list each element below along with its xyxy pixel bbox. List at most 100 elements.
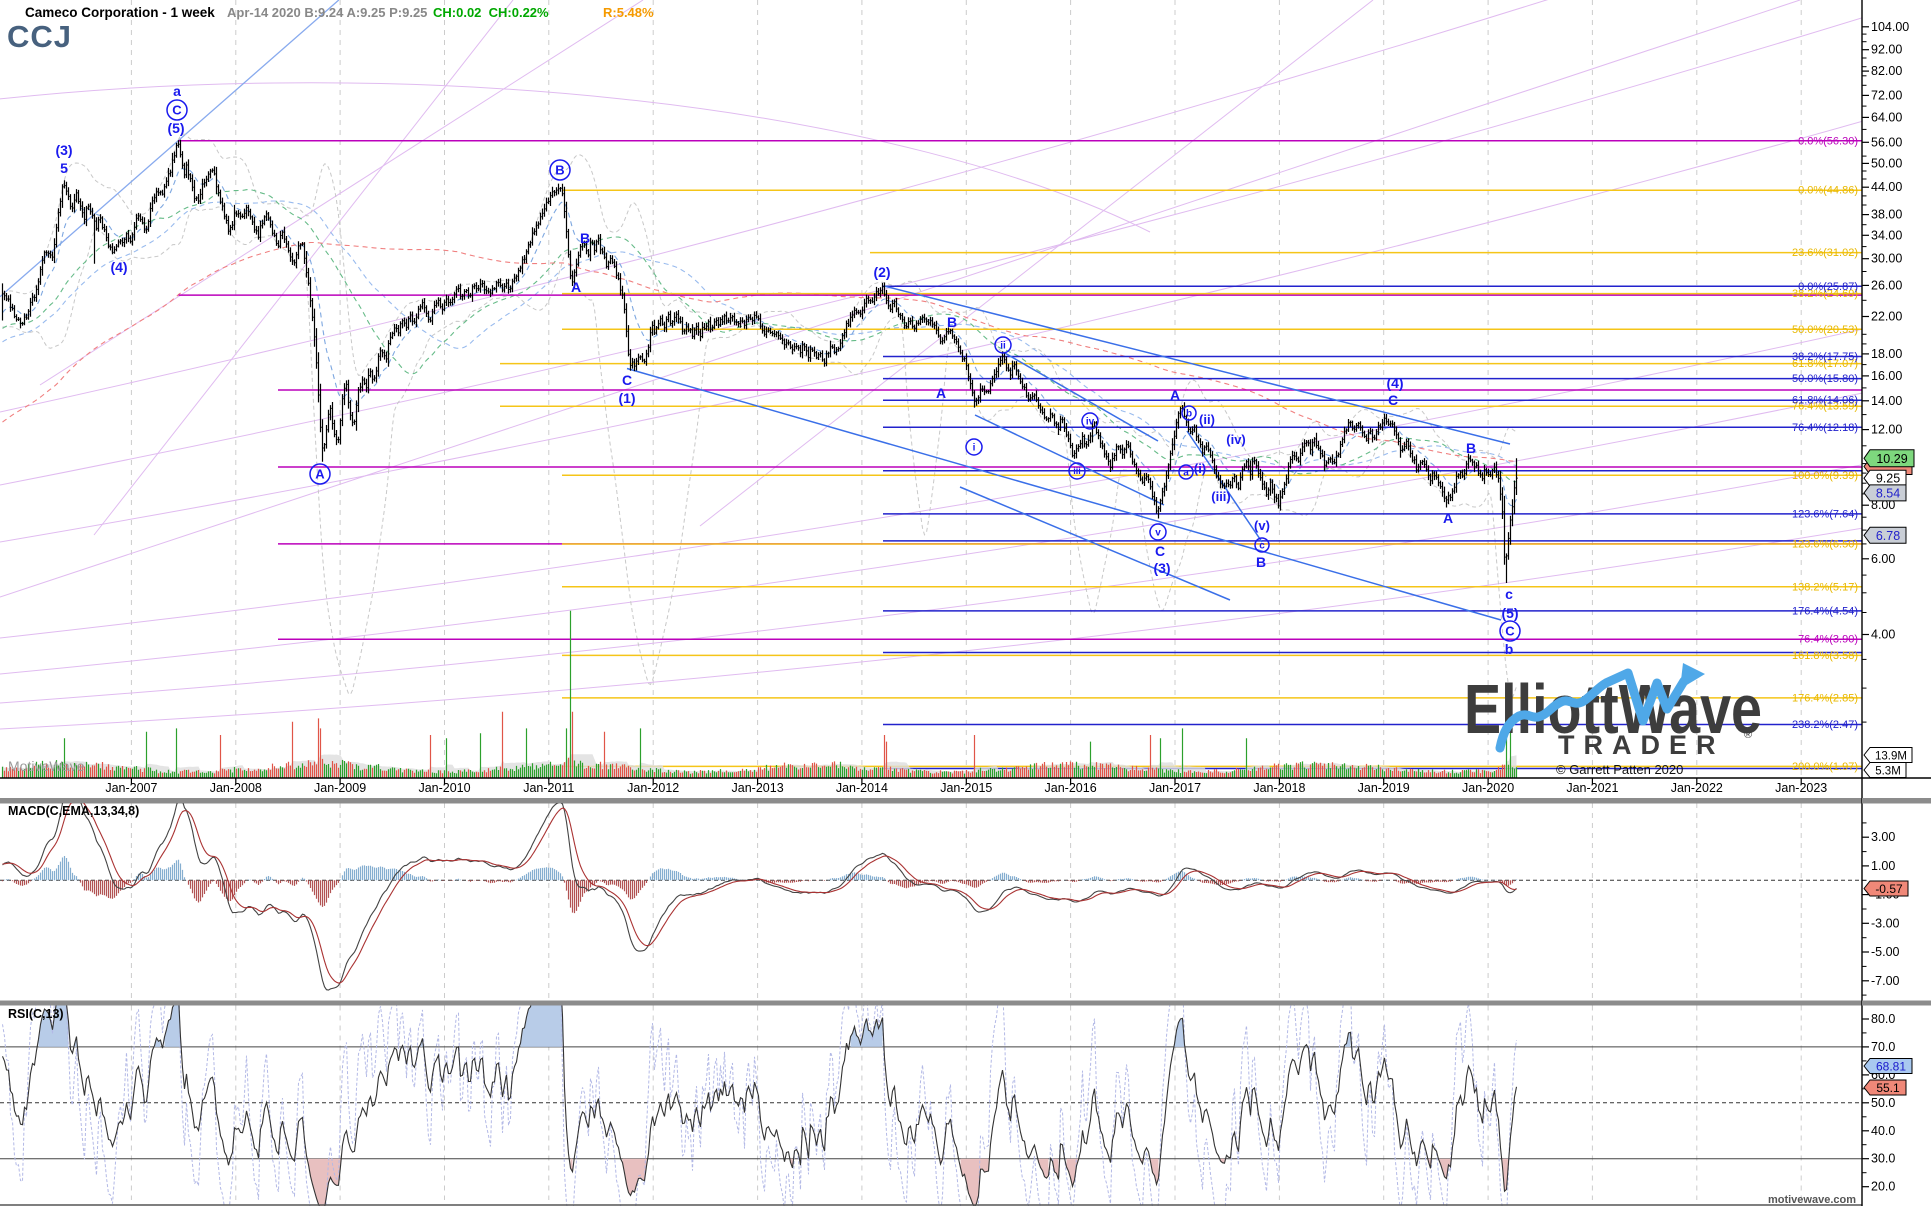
svg-text:(1): (1) <box>618 390 635 406</box>
svg-text:123.6%(7.64): 123.6%(7.64) <box>1792 508 1858 520</box>
svg-text:a: a <box>173 83 181 99</box>
svg-text:Jan-2020: Jan-2020 <box>1462 781 1514 795</box>
svg-text:72.00: 72.00 <box>1871 88 1902 102</box>
svg-text:Jan-2013: Jan-2013 <box>732 781 784 795</box>
svg-text:5: 5 <box>60 160 68 176</box>
svg-text:8.54: 8.54 <box>1876 486 1900 500</box>
svg-text:3.00: 3.00 <box>1871 830 1895 844</box>
svg-text:50.0%(20.53): 50.0%(20.53) <box>1792 324 1858 336</box>
svg-text:123.6%(6.50): 123.6%(6.50) <box>1792 539 1858 551</box>
svg-text:CH:0.02 CH:0.22%: CH:0.02 CH:0.22% <box>433 5 549 20</box>
svg-text:14.00: 14.00 <box>1871 394 1902 408</box>
svg-text:50.0: 50.0 <box>1871 1096 1895 1110</box>
svg-text:92.00: 92.00 <box>1871 43 1902 57</box>
svg-text:(v): (v) <box>1254 518 1270 533</box>
svg-text:12.00: 12.00 <box>1871 423 1902 437</box>
svg-text:8.00: 8.00 <box>1871 498 1895 512</box>
svg-text:Jan-2009: Jan-2009 <box>314 781 366 795</box>
svg-text:0.0%(25.87): 0.0%(25.87) <box>1798 281 1858 293</box>
svg-text:22.00: 22.00 <box>1871 310 1902 324</box>
svg-text:(ii): (ii) <box>1199 412 1215 427</box>
svg-text:40.0: 40.0 <box>1871 1124 1895 1138</box>
svg-text:44.00: 44.00 <box>1871 180 1902 194</box>
svg-text:-3.00: -3.00 <box>1871 916 1900 930</box>
svg-text:C: C <box>1505 624 1515 639</box>
svg-text:i: i <box>973 443 976 454</box>
svg-text:Jan-2017: Jan-2017 <box>1149 781 1201 795</box>
svg-text:(i): (i) <box>1194 461 1206 476</box>
svg-text:C: C <box>622 372 632 388</box>
svg-text:Jan-2022: Jan-2022 <box>1671 781 1723 795</box>
svg-text:B: B <box>555 163 564 178</box>
svg-text:13.9M: 13.9M <box>1875 751 1907 763</box>
svg-text:MACD(C,EMA,13,34,8): MACD(C,EMA,13,34,8) <box>8 804 139 818</box>
svg-text:TRADER: TRADER <box>1558 730 1725 760</box>
svg-text:R:5.48%: R:5.48% <box>603 5 654 20</box>
svg-text:Jan-2018: Jan-2018 <box>1253 781 1305 795</box>
svg-text:100.0%(9.39): 100.0%(9.39) <box>1792 470 1858 482</box>
svg-text:76.4%(13.59): 76.4%(13.59) <box>1792 401 1858 413</box>
svg-text:Jan-2015: Jan-2015 <box>940 781 992 795</box>
svg-text:CCJ: CCJ <box>7 19 72 54</box>
svg-text:C: C <box>1155 543 1165 559</box>
svg-text:5.3M: 5.3M <box>1875 766 1901 778</box>
svg-text:104.00: 104.00 <box>1871 20 1909 34</box>
svg-text:34.00: 34.00 <box>1871 228 1902 242</box>
svg-text:b: b <box>1505 641 1514 657</box>
svg-text:Apr-14 2020 B:9.24 A:9.25 P:9.: Apr-14 2020 B:9.24 A:9.25 P:9.25 <box>227 5 427 20</box>
svg-text:iii: iii <box>1073 466 1081 476</box>
svg-text:c: c <box>1259 541 1265 552</box>
svg-text:6.00: 6.00 <box>1871 552 1895 566</box>
svg-text:64.00: 64.00 <box>1871 110 1902 124</box>
svg-text:v: v <box>1155 528 1161 539</box>
svg-text:(iv): (iv) <box>1226 432 1246 447</box>
svg-text:161.8%(3.58): 161.8%(3.58) <box>1792 650 1858 662</box>
svg-text:Jan-2023: Jan-2023 <box>1775 781 1827 795</box>
svg-text:Jan-2019: Jan-2019 <box>1358 781 1410 795</box>
svg-text:18.00: 18.00 <box>1871 347 1902 361</box>
svg-text:80.0: 80.0 <box>1871 1012 1895 1026</box>
svg-text:176.4%(4.54): 176.4%(4.54) <box>1792 605 1858 617</box>
svg-text:26.00: 26.00 <box>1871 278 1902 292</box>
svg-text:Cameco Corporation - 1 week: Cameco Corporation - 1 week <box>25 5 215 20</box>
svg-text:56.00: 56.00 <box>1871 135 1902 149</box>
svg-text:Jan-2010: Jan-2010 <box>418 781 470 795</box>
svg-text:B: B <box>1256 554 1266 570</box>
svg-text:RSI(C,13): RSI(C,13) <box>8 1007 64 1021</box>
svg-text:(5): (5) <box>167 120 184 136</box>
svg-text:10.29: 10.29 <box>1876 452 1907 466</box>
svg-text:C: C <box>172 103 182 118</box>
svg-text:motivewave.com: motivewave.com <box>1768 1194 1856 1206</box>
svg-text:Jan-2012: Jan-2012 <box>627 781 679 795</box>
svg-text:(3): (3) <box>55 142 72 158</box>
svg-text:A: A <box>936 385 946 401</box>
svg-text:1.00: 1.00 <box>1871 859 1895 873</box>
svg-text:200.0%(1.97): 200.0%(1.97) <box>1792 761 1858 773</box>
svg-text:0.0%(56.30): 0.0%(56.30) <box>1798 135 1858 147</box>
svg-text:B: B <box>1466 440 1476 456</box>
svg-text:61.8%(14.06): 61.8%(14.06) <box>1792 395 1858 407</box>
svg-text:4.00: 4.00 <box>1871 628 1895 642</box>
svg-text:(4): (4) <box>110 259 127 275</box>
svg-text:76.4%(3.90): 76.4%(3.90) <box>1798 634 1858 646</box>
svg-text:50.00: 50.00 <box>1871 156 1902 170</box>
svg-text:30.00: 30.00 <box>1871 252 1902 266</box>
svg-text:-7.00: -7.00 <box>1871 974 1900 988</box>
svg-text:Jan-2011: Jan-2011 <box>523 781 574 795</box>
svg-text:Jan-2007: Jan-2007 <box>105 781 157 795</box>
svg-text:a: a <box>1183 468 1189 479</box>
svg-text:(4): (4) <box>1386 375 1403 391</box>
svg-text:38.2%(17.75): 38.2%(17.75) <box>1792 351 1858 363</box>
svg-text:61.8%(17.07): 61.8%(17.07) <box>1792 358 1858 370</box>
svg-text:© Garrett Patten 2020: © Garrett Patten 2020 <box>1556 762 1683 777</box>
svg-text:b: b <box>1186 409 1192 420</box>
svg-text:B: B <box>947 314 957 330</box>
svg-text:55.1: 55.1 <box>1876 1081 1900 1095</box>
svg-text:50.0%(15.80): 50.0%(15.80) <box>1792 373 1858 385</box>
svg-text:Jan-2014: Jan-2014 <box>836 781 888 795</box>
svg-text:Jan-2008: Jan-2008 <box>210 781 262 795</box>
svg-text:68.81: 68.81 <box>1876 1060 1906 1074</box>
svg-text:C: C <box>1388 392 1398 408</box>
svg-text:-0.57: -0.57 <box>1875 882 1903 896</box>
svg-text:ii: ii <box>1000 341 1006 352</box>
